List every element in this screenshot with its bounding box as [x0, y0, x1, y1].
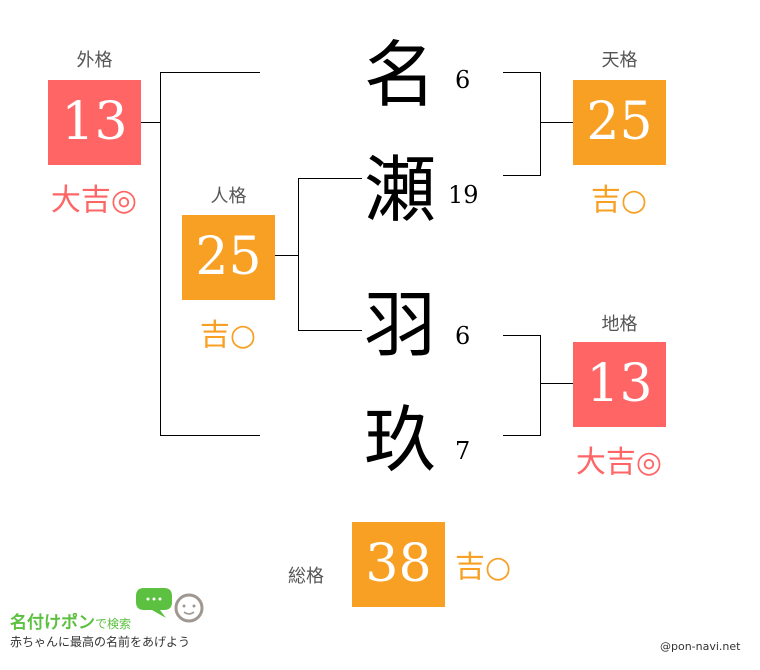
bracket-line — [141, 122, 160, 123]
bracket-line — [298, 178, 299, 331]
bracket-line — [275, 255, 298, 256]
bracket-line — [540, 383, 573, 384]
gaikaku-box: 13 — [48, 80, 141, 165]
logo-title: 名付けポン — [10, 613, 95, 633]
soukaku-label: 総格 — [288, 566, 324, 587]
bracket-line — [540, 335, 541, 436]
chikaku-fortune: 大吉◎ — [575, 445, 663, 480]
name-char-2: 瀬 — [363, 148, 436, 232]
stroke-count-4: 7 — [455, 437, 471, 465]
jinkaku-box: 25 — [182, 215, 275, 300]
bracket-line — [503, 335, 540, 336]
stroke-count-3: 6 — [455, 322, 471, 350]
bracket-line — [503, 175, 540, 176]
tenkaku-fortune: 吉○ — [590, 183, 648, 218]
stroke-count-1: 6 — [455, 66, 471, 94]
logo-suffix: で検索 — [95, 617, 132, 631]
bracket-line — [503, 72, 540, 73]
bracket-line — [540, 72, 541, 176]
tenkaku-label: 天格 — [601, 50, 638, 71]
chikaku-label: 地格 — [601, 314, 638, 335]
name-char-4: 玖 — [363, 398, 436, 482]
name-char-3: 羽 — [363, 283, 436, 367]
chikaku-box: 13 — [573, 342, 666, 427]
logo[interactable]: 名付けポンで検索 — [10, 608, 131, 633]
bracket-line — [160, 72, 260, 73]
gaikaku-fortune: 大吉◎ — [50, 183, 138, 218]
bracket-line — [298, 330, 362, 331]
credit: @pon-navi.net — [660, 640, 741, 653]
bracket-line — [503, 435, 540, 436]
jinkaku-fortune: 吉○ — [199, 318, 257, 353]
soukaku-fortune: 吉○ — [455, 550, 512, 585]
tenkaku-box: 25 — [573, 80, 666, 165]
baby-chat-icon — [136, 588, 204, 623]
jinkaku-label: 人格 — [210, 186, 247, 207]
soukaku-box: 38 — [352, 522, 445, 607]
bracket-line — [160, 435, 260, 436]
bracket-line — [160, 72, 161, 436]
logo-tagline: 赤ちゃんに最高の名前をあげよう — [10, 635, 191, 649]
name-char-1: 名 — [363, 33, 436, 117]
gaikaku-label: 外格 — [76, 50, 113, 71]
bracket-line — [298, 178, 362, 179]
stroke-count-2: 19 — [448, 181, 479, 209]
bracket-line — [540, 122, 573, 123]
